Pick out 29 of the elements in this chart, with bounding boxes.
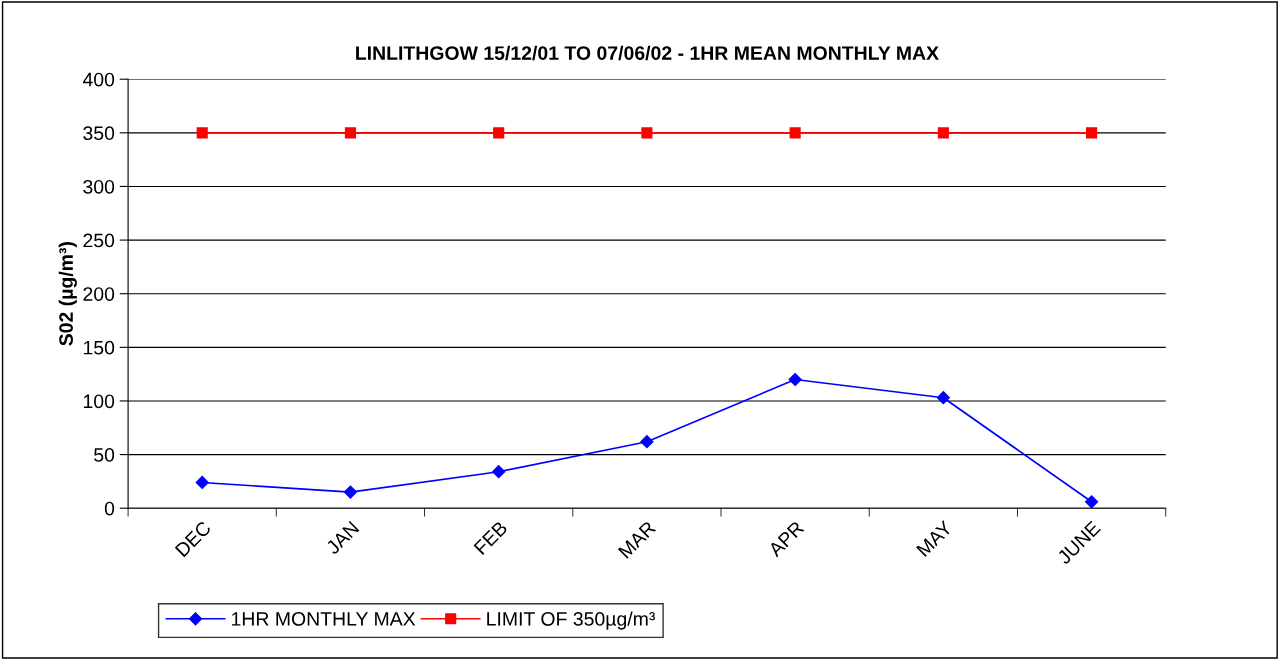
- point: [937, 127, 949, 139]
- y-tick-label: 150: [83, 340, 115, 355]
- y-tick-label: 400: [82, 72, 115, 87]
- y-axis-title: S02 (µg/m³): [58, 242, 77, 346]
- point: [1085, 495, 1099, 509]
- y-tick-label: 350: [83, 126, 115, 141]
- point: [343, 485, 358, 499]
- point: [788, 372, 802, 387]
- legend-label: 1HR MONTHLY MAX: [232, 612, 416, 626]
- y-tick-label: 300: [83, 179, 115, 194]
- x-tick-label: FEB: [473, 520, 508, 555]
- point: [789, 127, 801, 139]
- point: [493, 127, 505, 139]
- y-tick-label: 0: [104, 501, 115, 516]
- y-tick-label: 100: [83, 394, 115, 409]
- y-tick-label: 50: [94, 448, 115, 462]
- legend-label: LIMIT OF 350µg/m³: [487, 611, 655, 630]
- point: [936, 391, 950, 405]
- x-tick-label: JAN: [325, 520, 360, 556]
- point: [640, 435, 654, 449]
- point: [196, 127, 208, 139]
- point: [641, 127, 653, 139]
- point: [344, 127, 357, 139]
- point: [492, 465, 506, 479]
- point: [1086, 127, 1098, 139]
- y-tick-label: 250: [83, 233, 115, 248]
- y-tick-label: 200: [83, 287, 115, 301]
- chart-title: LINLITHGOW 15/12/01 TO 07/06/02 - 1HR MEAN MONTHLY MAX: [356, 45, 939, 61]
- point: [195, 475, 209, 490]
